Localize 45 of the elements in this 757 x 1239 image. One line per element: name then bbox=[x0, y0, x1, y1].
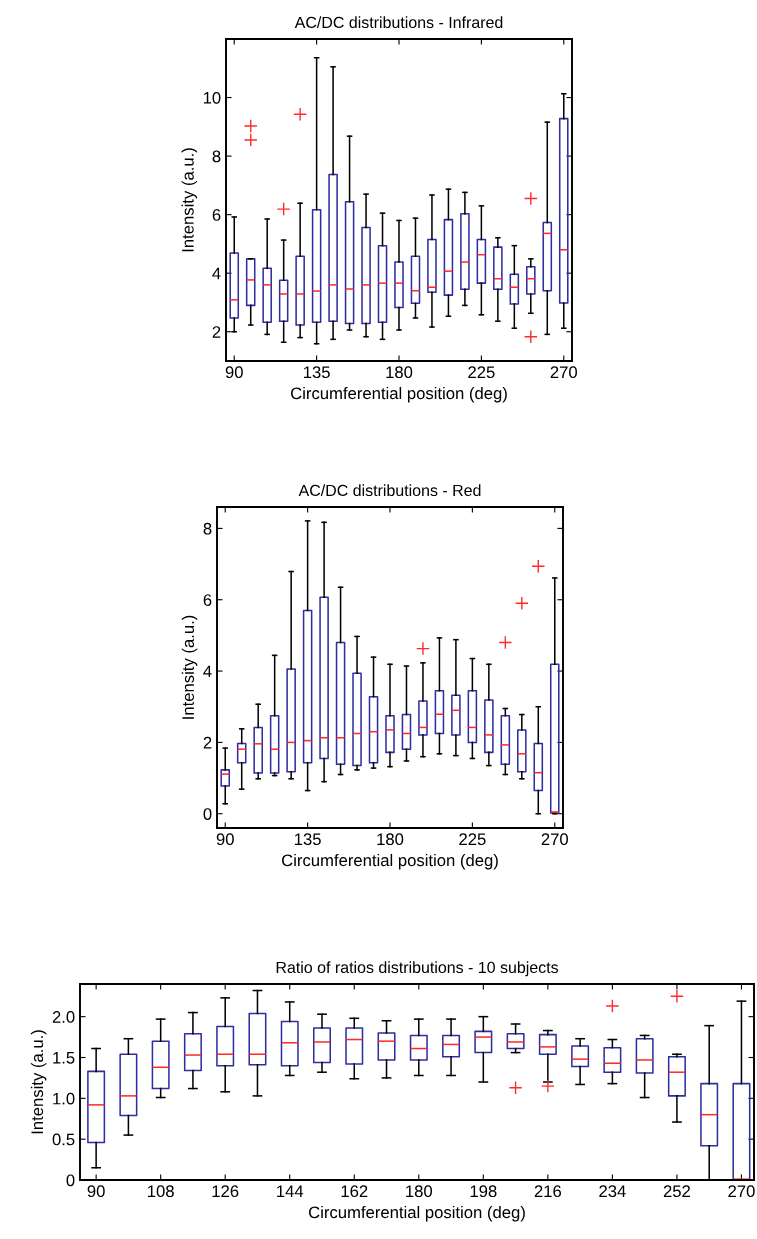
y-axis-title: Intensity (a.u.) bbox=[30, 1030, 47, 1134]
x-tick-label: 225 bbox=[468, 366, 495, 379]
x-tick-label: 252 bbox=[663, 1185, 690, 1198]
y-tick-label: 0 bbox=[203, 808, 212, 820]
x-tick-label: 270 bbox=[541, 833, 569, 846]
x-tick-label: 144 bbox=[277, 1185, 304, 1197]
y-axis-title: Intensity (a.u.) bbox=[181, 615, 198, 719]
y-tick-label: 10 bbox=[203, 91, 221, 104]
y-axis-title: Intensity (a.u.) bbox=[181, 148, 198, 252]
chart-title: AC/DC distributions - Red bbox=[298, 484, 481, 497]
y-tick-label: 2 bbox=[203, 736, 212, 749]
x-tick-label: 126 bbox=[212, 1185, 239, 1198]
x-axis-title: Circumferential position (deg) bbox=[291, 386, 507, 403]
x-tick-label: 270 bbox=[728, 1185, 755, 1198]
x-tick-label: 90 bbox=[225, 366, 243, 379]
x-tick-label: 135 bbox=[303, 366, 330, 379]
chart-title: AC/DC distributions - Infrared bbox=[294, 16, 503, 29]
x-tick-label: 270 bbox=[550, 366, 578, 379]
y-tick-label: 1.5 bbox=[53, 1052, 75, 1064]
y-tick-label: 6 bbox=[212, 209, 221, 221]
chart-title: Ratio of ratios distributions - 10 subjects bbox=[276, 961, 559, 977]
y-tick-label: 6 bbox=[203, 594, 212, 606]
x-axis-title: Circumferential position (deg) bbox=[282, 853, 498, 870]
x-tick-label: 90 bbox=[87, 1185, 105, 1198]
y-tick-label: 8 bbox=[203, 522, 212, 535]
y-tick-label: 4 bbox=[203, 665, 212, 678]
x-tick-label: 225 bbox=[459, 833, 486, 846]
x-tick-label: 216 bbox=[534, 1185, 562, 1198]
y-tick-label: 2.0 bbox=[52, 1011, 75, 1023]
x-tick-label: 180 bbox=[406, 1185, 433, 1198]
y-tick-label: 0.5 bbox=[52, 1133, 75, 1146]
y-tick-label: 0 bbox=[66, 1174, 75, 1187]
x-tick-label: 135 bbox=[294, 833, 321, 846]
x-axis-title: Circumferential position (deg) bbox=[309, 1205, 525, 1222]
x-tick-label: 90 bbox=[216, 833, 234, 846]
x-tick-label: 108 bbox=[148, 1185, 174, 1198]
y-tick-label: 8 bbox=[212, 150, 221, 163]
x-tick-label: 180 bbox=[377, 833, 404, 846]
x-tick-label: 234 bbox=[599, 1185, 626, 1198]
x-tick-label: 198 bbox=[470, 1185, 497, 1198]
y-tick-label: 2 bbox=[212, 326, 221, 338]
y-tick-label: 4 bbox=[212, 267, 221, 280]
y-tick-label: 1.0 bbox=[53, 1092, 75, 1105]
x-tick-label: 162 bbox=[341, 1185, 368, 1198]
x-tick-label: 180 bbox=[386, 366, 413, 379]
